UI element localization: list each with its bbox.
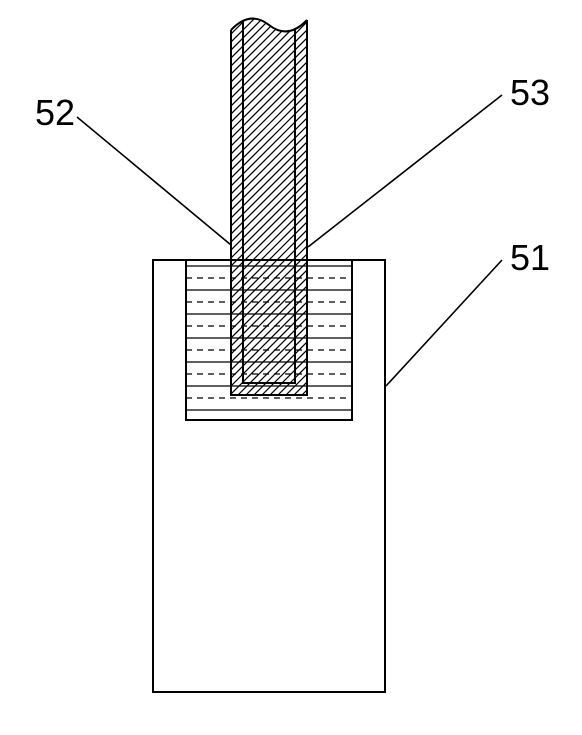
label-52: 52 xyxy=(35,92,75,133)
tube-group xyxy=(226,0,312,479)
tube-wall-hatch xyxy=(226,0,312,479)
geometry-layer xyxy=(153,0,385,692)
leader-lines xyxy=(77,95,502,386)
leader-53 xyxy=(308,95,502,247)
technical-diagram: 52 53 51 xyxy=(0,0,582,735)
leader-51 xyxy=(386,260,502,386)
label-51: 51 xyxy=(510,237,550,278)
labels-layer: 52 53 51 xyxy=(35,72,550,278)
leader-52 xyxy=(77,117,231,245)
label-53: 53 xyxy=(510,72,550,113)
